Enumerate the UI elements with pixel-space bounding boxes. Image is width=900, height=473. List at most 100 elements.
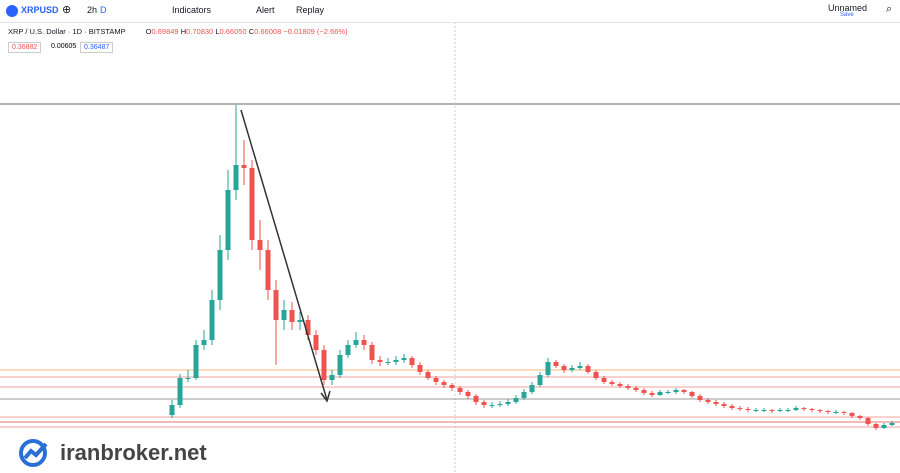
- candle-body: [617, 384, 623, 386]
- indicators[interactable]: Indicators: [172, 5, 212, 15]
- candle-body: [353, 340, 359, 345]
- candle-body: [193, 345, 199, 378]
- candle-body: [753, 410, 759, 411]
- replay[interactable]: Replay: [296, 5, 325, 15]
- candle-body: [257, 240, 263, 250]
- candle-body: [601, 378, 607, 382]
- legend-title: XRP / U.S. Dollar · 1D · BITSTAMP: [8, 27, 126, 36]
- candle-body: [305, 320, 311, 335]
- candle-body: [281, 310, 287, 320]
- chart-style[interactable]: D: [100, 5, 107, 15]
- candle-body: [777, 410, 783, 411]
- candle-body: [545, 362, 551, 375]
- candle-body: [609, 382, 615, 384]
- candle-body: [785, 410, 791, 411]
- candle-body: [505, 402, 511, 404]
- symbol-icon: [6, 5, 18, 17]
- candle-body: [537, 375, 543, 385]
- candle-body: [633, 388, 639, 390]
- h-value: 0.70830: [186, 27, 214, 36]
- candle-body: [337, 355, 343, 375]
- candle-body: [233, 165, 239, 190]
- candle-body: [225, 190, 231, 250]
- symbol[interactable]: XRPUSD: [21, 5, 59, 15]
- spread: 0.00605: [51, 43, 77, 50]
- candle-body: [841, 412, 847, 413]
- candle-body: [377, 360, 383, 362]
- candle-body: [417, 365, 423, 372]
- add-symbol[interactable]: ⊕: [62, 4, 72, 16]
- interval[interactable]: 2h: [87, 5, 98, 15]
- candle-body: [329, 375, 335, 380]
- bid[interactable]: 0.36882: [8, 42, 42, 53]
- candle-body: [577, 366, 583, 368]
- candle-body: [873, 424, 879, 428]
- o-label: O: [145, 27, 152, 36]
- watermark-text: iranbroker.net: [60, 440, 207, 465]
- layout-name[interactable]: Unnamed: [828, 3, 868, 13]
- candle-body: [657, 392, 663, 395]
- candle-body: [849, 413, 855, 416]
- candle-body: [625, 386, 631, 388]
- candle-body: [441, 382, 447, 385]
- candle-body: [729, 406, 735, 408]
- candle-body: [169, 405, 175, 415]
- candle-body: [265, 250, 271, 290]
- candle-body: [289, 310, 295, 322]
- candle-body: [769, 410, 775, 411]
- candle-body: [433, 378, 439, 382]
- candle-body: [497, 404, 503, 405]
- candle-body: [273, 290, 279, 320]
- h-label: H: [180, 27, 187, 36]
- candle-body: [649, 393, 655, 395]
- candle-body: [705, 400, 711, 402]
- candle-body: [737, 408, 743, 409]
- candle-body: [585, 366, 591, 372]
- alert[interactable]: Alert: [256, 5, 275, 15]
- candle-body: [241, 165, 247, 168]
- candle-body: [857, 416, 863, 418]
- legend: XRP / U.S. Dollar · 1D · BITSTAMP O0.698…: [8, 27, 348, 36]
- l-value: 0.66050: [219, 27, 247, 36]
- candle-body: [457, 388, 463, 392]
- ask[interactable]: 0.36487: [80, 42, 114, 53]
- candle-body: [809, 409, 815, 410]
- candle-body: [889, 423, 895, 425]
- candle-body: [345, 345, 351, 355]
- candle-body: [401, 358, 407, 360]
- candle-body: [529, 385, 535, 392]
- candle-body: [641, 390, 647, 393]
- candle-body: [313, 335, 319, 350]
- candle-body: [689, 392, 695, 396]
- candle-body: [817, 410, 823, 411]
- arrow-head: [320, 390, 331, 403]
- candle-body: [825, 411, 831, 412]
- candle-body: [321, 350, 327, 380]
- candle-body: [881, 425, 887, 428]
- candle-body: [473, 396, 479, 402]
- trend-arrow: [240, 109, 328, 401]
- candle-body: [185, 378, 191, 379]
- candles: [169, 105, 895, 430]
- candle-body: [393, 360, 399, 362]
- candle-body: [481, 402, 487, 405]
- l-label: L: [215, 27, 220, 36]
- candle-body: [425, 372, 431, 378]
- candle-body: [409, 358, 415, 365]
- change: −0.01809 (−2.66%): [283, 27, 348, 36]
- candle-body: [561, 366, 567, 370]
- o-value: 0.69849: [151, 27, 179, 36]
- watermark: iranbroker.net: [0, 432, 235, 473]
- candle-body: [865, 418, 871, 424]
- candle-body: [177, 378, 183, 405]
- save[interactable]: Save: [840, 12, 854, 18]
- candle-body: [369, 345, 375, 360]
- candle-body: [673, 390, 679, 392]
- candle-body: [745, 409, 751, 410]
- search[interactable]: ⌕: [886, 3, 893, 15]
- candle-body: [665, 392, 671, 393]
- logo: [19, 439, 48, 467]
- toolbar: XRPUSD ⊕ 2h D Indicators Alert Replay Un…: [0, 0, 900, 23]
